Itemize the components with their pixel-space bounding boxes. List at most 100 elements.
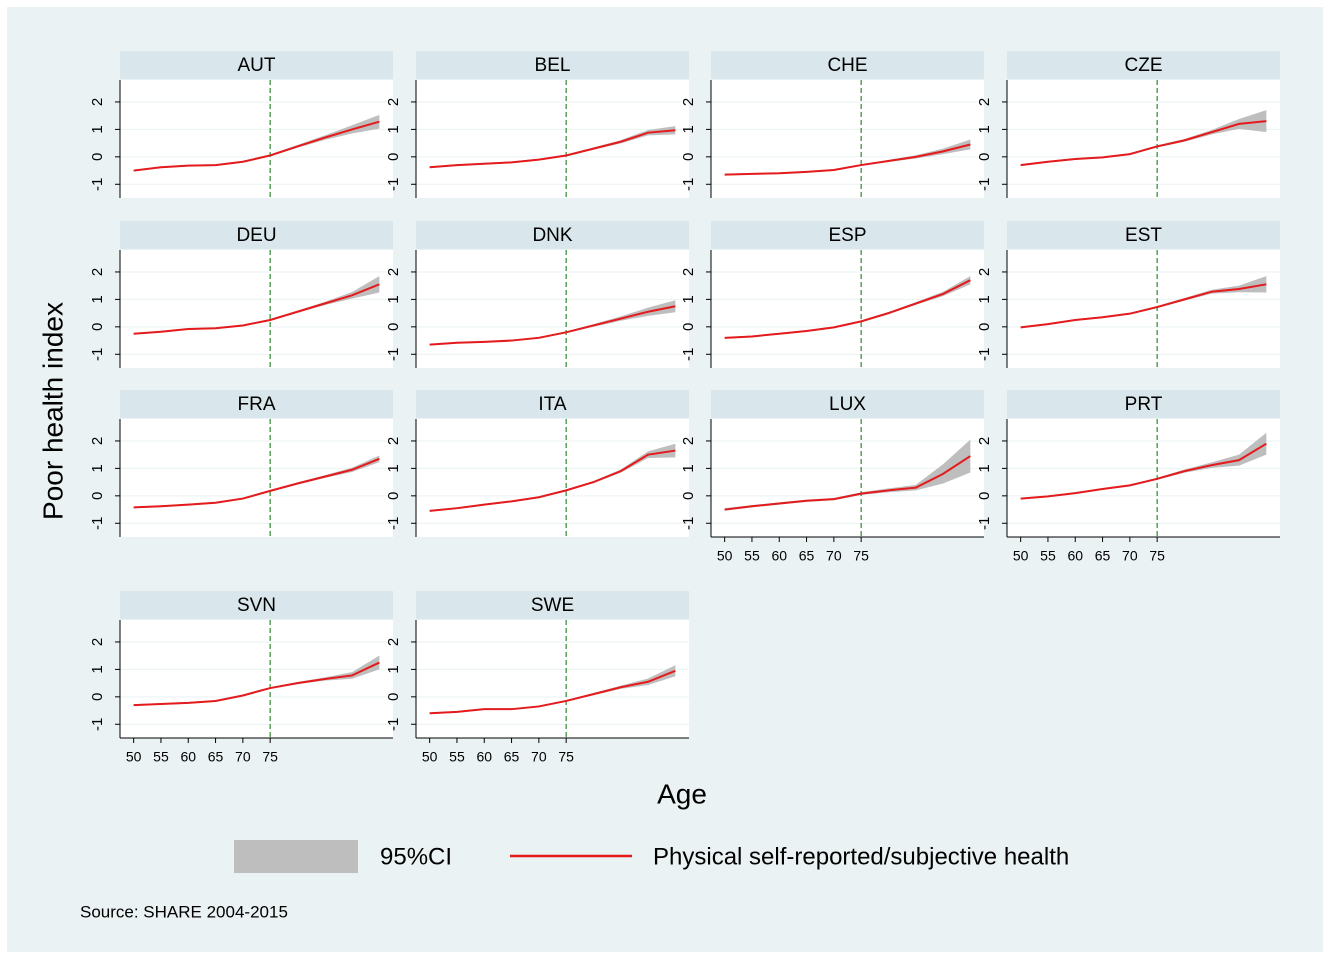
strip [1007,390,1280,418]
line [724,455,971,511]
x-tick-label: 70 [1122,548,1138,564]
plot-area [1007,250,1280,368]
y-tick-label: 0 [89,693,106,701]
y-tick-label: 0 [385,323,402,331]
panel-title: SVN [237,595,276,616]
y-tick-label: 0 [385,693,402,701]
x-tick-label: 60 [771,548,787,564]
y-tick-label: 2 [385,98,402,106]
y-tick-label: 2 [385,268,402,276]
y-tick-label: -1 [680,178,697,191]
y-tick-label: 0 [89,153,106,161]
strip [416,221,689,249]
line [429,129,676,169]
y-tick-label: 0 [976,153,993,161]
y-tick-label: 1 [976,295,993,303]
y-tick-label: 0 [89,492,106,500]
y-tick-label: -1 [89,718,106,731]
source-note: Source: SHARE 2004-2015 [80,902,288,921]
y-tick-label: 2 [385,437,402,445]
y-tick-label: 2 [89,437,106,445]
plot-area [120,620,393,738]
y-tick-label: 2 [976,98,993,106]
y-tick-label: 0 [680,492,697,500]
plot-area [1007,80,1280,198]
y-tick-label: 2 [89,98,106,106]
x-tick-label: 75 [558,749,574,765]
strip [711,390,984,418]
plot-area [711,80,984,198]
y-tick-label: -1 [976,517,993,530]
x-tick-label: 50 [1013,548,1029,564]
y-tick-label: 1 [680,464,697,472]
panel-title: PRT [1125,394,1163,415]
ci-band [429,126,676,169]
y-tick-label: 0 [680,323,697,331]
y-tick-label: 2 [976,268,993,276]
strip [120,390,393,418]
plot-area [416,419,689,537]
panel-title: EST [1125,225,1162,246]
x-tick-label: 55 [744,548,760,564]
strip [120,51,393,79]
x-tick-label: 70 [826,548,842,564]
strip [1007,221,1280,249]
line [429,669,676,715]
line [429,305,676,346]
y-tick-label: -1 [89,348,106,361]
legend-label: 95%CI [380,843,452,870]
y-tick-label: 1 [385,665,402,673]
plot-area [120,80,393,198]
plot-area [711,250,984,368]
y-tick-label: 1 [385,125,402,133]
y-tick-label: 2 [976,437,993,445]
x-axis-label: Age [657,778,707,809]
x-tick-label: 60 [180,749,196,765]
x-tick-label: 60 [476,749,492,765]
strip [120,591,393,619]
y-tick-label: 2 [680,98,697,106]
panel-title: DNK [532,225,572,246]
y-tick-label: -1 [680,348,697,361]
x-tick-label: 50 [126,749,142,765]
y-tick-label: -1 [89,178,106,191]
y-tick-label: 1 [976,464,993,472]
y-tick-label: 1 [680,295,697,303]
y-tick-label: 0 [976,492,993,500]
x-tick-label: 55 [1040,548,1056,564]
y-tick-label: 2 [89,268,106,276]
strip [711,221,984,249]
line [133,457,380,509]
strip [416,51,689,79]
line [1020,120,1267,167]
y-tick-label: -1 [89,517,106,530]
line [1020,442,1267,500]
y-tick-label: 0 [680,153,697,161]
line [429,449,676,512]
y-tick-label: 2 [680,437,697,445]
x-tick-label: 55 [153,749,169,765]
x-tick-label: 65 [504,749,520,765]
strip [711,51,984,79]
line [1020,283,1267,329]
y-tick-label: 0 [89,323,106,331]
y-tick-label: -1 [976,348,993,361]
y-tick-label: -1 [680,517,697,530]
y-tick-label: -1 [385,718,402,731]
y-tick-label: -1 [976,178,993,191]
y-tick-label: -1 [385,517,402,530]
panel-title: LUX [829,394,866,415]
y-tick-label: 0 [385,153,402,161]
strip [1007,51,1280,79]
panel-title: CHE [827,55,867,76]
strip [416,591,689,619]
panel-title: CZE [1125,55,1163,76]
x-tick-label: 65 [799,548,815,564]
plot-area [416,80,689,198]
ci-band [1020,432,1267,500]
x-tick-label: 50 [717,548,733,564]
x-tick-label: 50 [422,749,438,765]
x-tick-label: 75 [853,548,869,564]
